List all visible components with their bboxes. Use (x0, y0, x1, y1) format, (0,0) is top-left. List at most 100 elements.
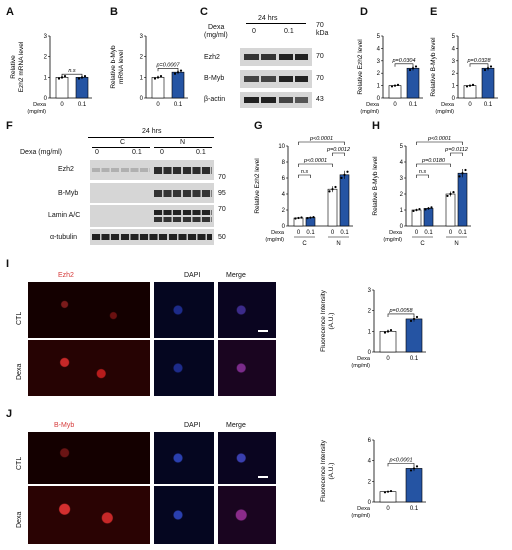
sig-label: n.s (68, 68, 76, 74)
sig-label: p<0.0001 (388, 457, 412, 463)
group-label: N (336, 241, 340, 247)
y-tick-label: 2 (282, 208, 286, 214)
dexa-unit: (mg/ml) (351, 513, 370, 519)
x-tick-label: 0.1 (410, 506, 419, 512)
data-point (415, 465, 419, 468)
i-ctl-merge (218, 282, 276, 338)
data-point (409, 469, 413, 472)
y-tick-label: 0 (44, 96, 48, 102)
dexa-unit: (mg/ml) (360, 109, 379, 115)
data-point (389, 328, 393, 332)
bar (171, 71, 185, 99)
y-tick-label: 0 (140, 96, 144, 102)
i-head-merge: Merge (226, 272, 246, 279)
c-time: 24 hrs (258, 15, 278, 22)
j-ctl-dapi (154, 432, 214, 484)
data-point (57, 77, 61, 80)
data-point (153, 77, 157, 80)
sig-bracket (298, 141, 345, 145)
y-tick-label: 3 (140, 34, 144, 40)
y-tick-label: 4 (452, 46, 456, 52)
panel-label-e: E (430, 6, 438, 18)
i-ctl-ezh2 (28, 282, 150, 338)
data-point (446, 194, 449, 198)
sig-bracket (157, 67, 179, 72)
x-tick-label: 0.1 (458, 230, 467, 236)
data-point (415, 315, 419, 319)
panel-label-i: I (6, 258, 10, 270)
sig-bracket (416, 163, 451, 167)
data-point (409, 319, 413, 323)
y-tick-label: 2 (140, 55, 144, 61)
x-tick-label: 0.1 (340, 230, 349, 236)
bar (411, 209, 422, 227)
panel-label-j: J (6, 408, 13, 420)
c-top-mw: 70 (316, 22, 324, 29)
dexa-label: Dexa (389, 230, 403, 236)
data-point (418, 207, 421, 211)
y-tick-label: 3 (44, 34, 48, 40)
f-lane-c0: 0 (95, 149, 99, 156)
group-label: C (302, 241, 307, 247)
data-point (465, 85, 469, 88)
y-tick-label: 0 (282, 224, 286, 230)
sig-label: p=0.0328 (466, 58, 491, 64)
f-band-label: Ezh2 (58, 166, 74, 173)
y-tick-label: 1 (377, 84, 381, 90)
chart-e: 0 1 2 3 4 5 0 0.1 Dexa(mg/ml) p=0.0328 Relative B-… (430, 34, 498, 115)
sig-bracket (298, 163, 333, 167)
sig-label: n.s (419, 169, 427, 175)
x-tick-label: 0 (331, 230, 335, 236)
f-band-label: B-Myb (58, 190, 79, 197)
c-dexa-unit: (mg/ml) (204, 32, 228, 39)
j-head-dapi: DAPI (184, 422, 201, 429)
x-tick-label: 0 (468, 102, 472, 108)
data-point (412, 209, 415, 213)
panel-label-g: G (254, 120, 263, 132)
bar (388, 85, 402, 99)
bar (423, 208, 434, 227)
i-row-ctl: CTL (16, 311, 23, 325)
dexa-label: Dexa (357, 356, 371, 362)
data-point (414, 65, 418, 68)
y-tick-label: 0 (368, 500, 372, 506)
x-tick-label: 0 (297, 230, 301, 236)
i-head-stain: Ezh2 (58, 272, 74, 279)
data-point (396, 83, 400, 86)
y-tick-label: 8 (282, 160, 286, 166)
f-blot-bmyb (90, 183, 214, 203)
chart-i: 0 1 2 3 0 0.1 Dexa(mg/ml) p=0.0058 Fluorecence I… (320, 288, 426, 369)
sig-bracket (416, 141, 463, 145)
c-blot-bmyb (240, 70, 312, 88)
bar (379, 491, 397, 503)
c-time-line (246, 23, 306, 24)
f-n-line (154, 147, 212, 148)
data-point (430, 206, 433, 209)
y-tick-label: 5 (377, 34, 381, 40)
j-dexa-dapi (154, 486, 214, 544)
x-tick-label: 0 (393, 102, 397, 108)
y-tick-label: 10 (278, 144, 285, 150)
data-point (340, 176, 343, 179)
data-point (77, 77, 81, 80)
f-dexa-label: Dexa (mg/ml) (20, 149, 63, 156)
data-point (383, 491, 387, 494)
bar (55, 77, 69, 99)
i-dexa-ezh2 (28, 340, 150, 396)
x-tick-label: 0 (415, 230, 419, 236)
y-axis-label: Relative B-Myb level (430, 37, 437, 97)
f-blot-tubulin (90, 229, 214, 245)
data-point (424, 208, 427, 211)
y-tick-label: 3 (377, 59, 381, 65)
x-tick-label: 0 (156, 102, 160, 108)
bar (406, 67, 420, 99)
data-point (464, 168, 467, 172)
j-dexa-bmyb (28, 486, 150, 544)
data-point (63, 74, 67, 78)
dexa-unit: (mg/ml) (383, 237, 402, 243)
dexa-label: Dexa (441, 102, 455, 108)
data-point (452, 190, 455, 194)
bar (327, 188, 338, 227)
y-tick-label: 1 (140, 75, 144, 81)
y-tick-label: 5 (452, 34, 456, 40)
